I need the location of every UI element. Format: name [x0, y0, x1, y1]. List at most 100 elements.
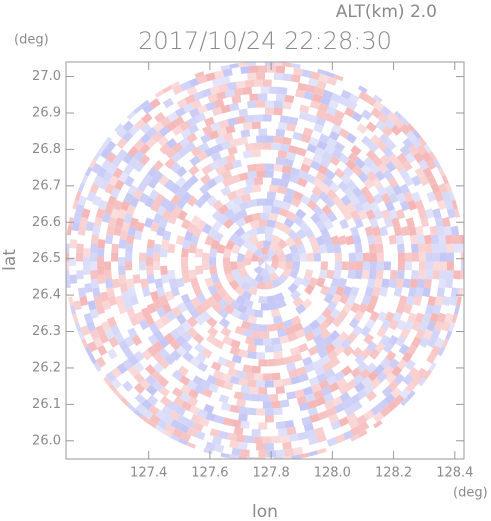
y-tick-label: 26.2 — [32, 360, 61, 375]
radar-cell — [201, 252, 210, 262]
radar-cell — [365, 302, 376, 314]
radar-cell — [194, 430, 206, 441]
radar-cell — [180, 431, 192, 442]
radar-cell — [111, 243, 119, 253]
radar-cell — [460, 252, 464, 262]
radar-cell — [179, 120, 191, 132]
radar-cell — [209, 428, 221, 438]
radar-cell — [97, 248, 105, 258]
radar-cell — [373, 364, 385, 376]
radar-cell — [97, 167, 108, 179]
radar-cell — [281, 172, 292, 182]
radar-cell — [323, 235, 333, 246]
radar-cell — [308, 277, 319, 288]
radar-cell — [162, 209, 172, 221]
radar-cell — [418, 261, 426, 271]
radar-cell — [240, 129, 251, 138]
radar-cell — [404, 252, 412, 262]
radar-cell — [328, 330, 340, 342]
radar-cell — [423, 143, 432, 154]
radar-cell — [402, 278, 411, 289]
radar-cell — [311, 326, 323, 338]
radar-cell — [140, 122, 152, 134]
radar-cell — [382, 365, 394, 377]
radar-cell — [340, 173, 352, 185]
radar-cell — [213, 231, 224, 243]
radar-cell — [371, 177, 383, 189]
radar-cell — [315, 277, 326, 288]
radar-cell — [216, 91, 227, 101]
radar-cell — [196, 292, 207, 304]
radar-cell — [331, 148, 343, 160]
radar-cell — [129, 295, 139, 306]
radar-cell — [381, 278, 390, 289]
radar-cell — [312, 178, 325, 189]
radar-cell — [271, 372, 281, 381]
radar-cell — [361, 294, 372, 306]
radar-cell — [310, 71, 321, 81]
radar-cell — [140, 99, 150, 109]
radar-cell — [339, 391, 351, 403]
radar-cell — [90, 243, 98, 253]
radar-cell — [453, 270, 461, 280]
radar-cell — [273, 163, 283, 172]
radar-cell — [357, 429, 368, 438]
radar-cell — [363, 333, 375, 345]
radar-cell — [437, 346, 446, 357]
radar-cell — [357, 193, 368, 205]
radar-cell — [425, 270, 433, 280]
radar-cell — [92, 195, 102, 207]
radar-cell — [265, 415, 274, 423]
radar-cell — [229, 299, 241, 310]
radar-cell — [234, 275, 246, 287]
radar-cell — [258, 296, 268, 304]
radar-cell — [156, 419, 168, 430]
radar-cell — [180, 384, 192, 395]
radar-cell — [305, 173, 317, 185]
radar-cell — [363, 383, 375, 395]
radar-cell — [428, 362, 437, 372]
radar-cell — [206, 374, 218, 385]
radar-cell — [451, 313, 458, 324]
radar-cell — [315, 313, 327, 325]
radar-cell — [278, 428, 288, 436]
radar-cell — [444, 199, 454, 211]
radar-cell — [133, 105, 143, 114]
radar-cell — [153, 243, 162, 254]
radar-cell — [402, 137, 414, 149]
radar-cell — [175, 176, 187, 188]
radar-cell — [333, 243, 342, 254]
radar-cell — [158, 358, 170, 370]
radar-cell — [81, 338, 89, 349]
radar-cell — [77, 225, 87, 236]
radar-cell — [127, 365, 139, 377]
radar-cell — [354, 217, 364, 229]
radar-cell — [292, 190, 304, 201]
radar-cell — [326, 189, 338, 201]
radar-cell — [160, 265, 168, 275]
radar-cell — [208, 130, 220, 140]
radar-cell — [395, 278, 404, 289]
radar-cell — [391, 365, 403, 377]
radar-cell — [296, 228, 307, 240]
radar-cell — [279, 179, 290, 188]
radar-cell — [225, 125, 236, 134]
radar-cell — [265, 198, 274, 207]
radar-cell — [231, 159, 242, 169]
radar-cell — [170, 162, 182, 174]
radar-cell — [279, 399, 290, 408]
radar-cell — [396, 358, 408, 371]
radar-cell — [175, 235, 185, 246]
radar-cell — [432, 261, 441, 271]
radar-cell — [418, 136, 427, 147]
radar-cell — [197, 408, 208, 419]
radar-cell — [253, 309, 263, 318]
radar-cell — [408, 226, 417, 236]
radar-cell — [149, 98, 161, 109]
radar-cell — [104, 270, 112, 280]
radar-cell — [231, 244, 241, 255]
radar-cell — [253, 142, 263, 150]
radar-cell — [282, 62, 292, 68]
radar-cell — [405, 130, 417, 142]
radar-cell — [265, 135, 274, 143]
